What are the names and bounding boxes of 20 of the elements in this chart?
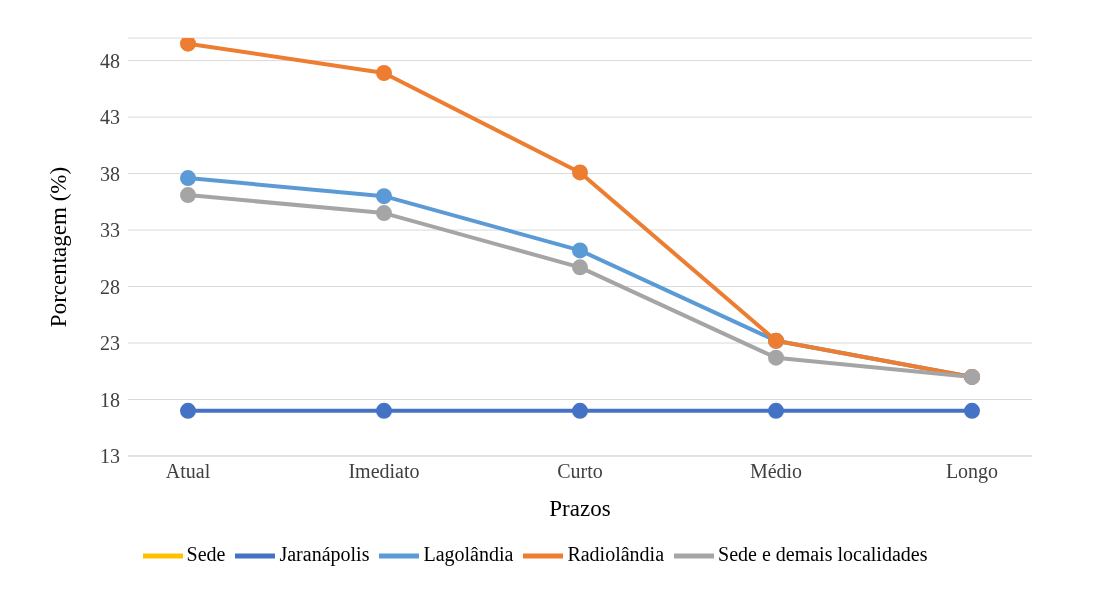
x-tick-label: Atual <box>165 460 211 483</box>
x-tick-label: Curto <box>557 460 603 483</box>
y-tick-label: 28 <box>100 275 120 298</box>
x-tick-label: Longo <box>945 460 999 484</box>
x-tick-label: Imediato <box>348 460 420 483</box>
y-tick-label: 43 <box>100 106 120 129</box>
y-axis-title: Porcentagem (%) <box>46 166 72 328</box>
y-tick-label: 33 <box>100 219 120 242</box>
y-tick-label: 13 <box>100 445 120 468</box>
x-tick-label: Médio <box>749 460 803 483</box>
y-tick-label: 48 <box>100 49 120 72</box>
legend-label: Radiolândia <box>567 542 665 565</box>
legend-label: Jaranápolis <box>279 542 370 565</box>
legend-label: Sede <box>186 542 226 565</box>
x-axis-title: Prazos <box>549 496 611 521</box>
legend-label: Lagolândia <box>423 542 514 565</box>
y-tick-label: 23 <box>100 332 120 355</box>
y-tick-label: 38 <box>100 162 120 185</box>
legend-label: Sede e demais localidades <box>718 542 928 565</box>
y-tick-label: 18 <box>100 388 120 411</box>
